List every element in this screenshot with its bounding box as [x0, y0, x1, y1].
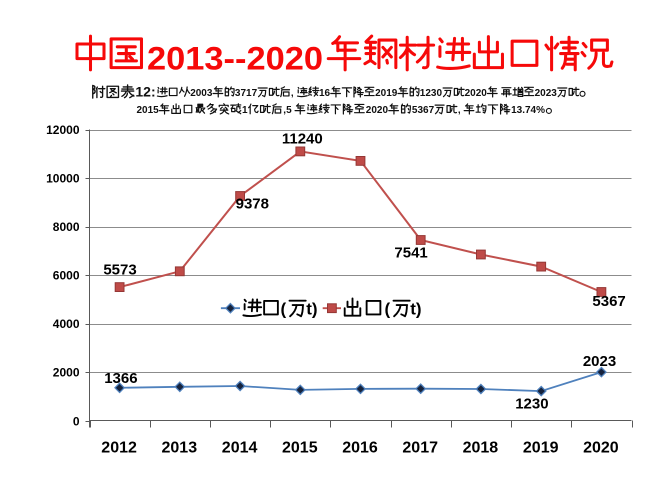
svg-text:2018: 2018: [463, 440, 499, 457]
svg-text:1: 1: [242, 105, 248, 116]
svg-text:2014: 2014: [222, 440, 258, 457]
svg-text:2019: 2019: [523, 440, 559, 457]
svg-text:2015: 2015: [137, 105, 160, 116]
svg-text:8000: 8000: [53, 220, 80, 234]
svg-text:,: ,: [291, 88, 294, 99]
svg-text:5367: 5367: [592, 293, 625, 310]
svg-text:11240: 11240: [282, 131, 323, 148]
svg-text:10000: 10000: [46, 171, 80, 185]
svg-text:2013--2020: 2013--2020: [147, 41, 323, 77]
svg-text:t): t): [410, 300, 421, 319]
svg-text:(: (: [281, 300, 287, 319]
svg-text:13.74%: 13.74%: [511, 105, 545, 116]
svg-text:2020: 2020: [366, 105, 389, 116]
svg-text:1366: 1366: [104, 370, 137, 387]
svg-text:,5: ,5: [283, 105, 292, 116]
svg-text:12:: 12:: [135, 84, 155, 100]
svg-text:2013: 2013: [162, 440, 198, 457]
svg-text:2023: 2023: [535, 88, 558, 99]
svg-text:3717: 3717: [235, 88, 258, 99]
svg-text:2000: 2000: [53, 366, 80, 380]
svg-text:,: ,: [458, 105, 461, 116]
svg-text:1230: 1230: [515, 396, 548, 413]
svg-text:7541: 7541: [394, 245, 427, 262]
svg-text:2016: 2016: [342, 440, 378, 457]
svg-text:5573: 5573: [103, 262, 136, 279]
svg-text:5367: 5367: [412, 105, 435, 116]
svg-text:2017: 2017: [402, 440, 438, 457]
svg-text:2015: 2015: [282, 440, 318, 457]
svg-text:t): t): [306, 300, 317, 319]
svg-text:2019: 2019: [375, 88, 398, 99]
svg-text:16: 16: [319, 88, 331, 99]
svg-text:12000: 12000: [46, 123, 80, 137]
svg-text:2020: 2020: [583, 440, 619, 457]
svg-text:9378: 9378: [236, 196, 269, 213]
svg-text:(: (: [385, 300, 391, 319]
svg-text:1230: 1230: [420, 88, 443, 99]
svg-text:2012: 2012: [101, 440, 137, 457]
svg-text:2023: 2023: [583, 353, 616, 370]
svg-text:4000: 4000: [53, 317, 80, 331]
svg-text:6000: 6000: [53, 269, 80, 283]
svg-text:2020: 2020: [465, 88, 488, 99]
svg-text:2003: 2003: [190, 88, 213, 99]
svg-text:0: 0: [73, 414, 80, 428]
